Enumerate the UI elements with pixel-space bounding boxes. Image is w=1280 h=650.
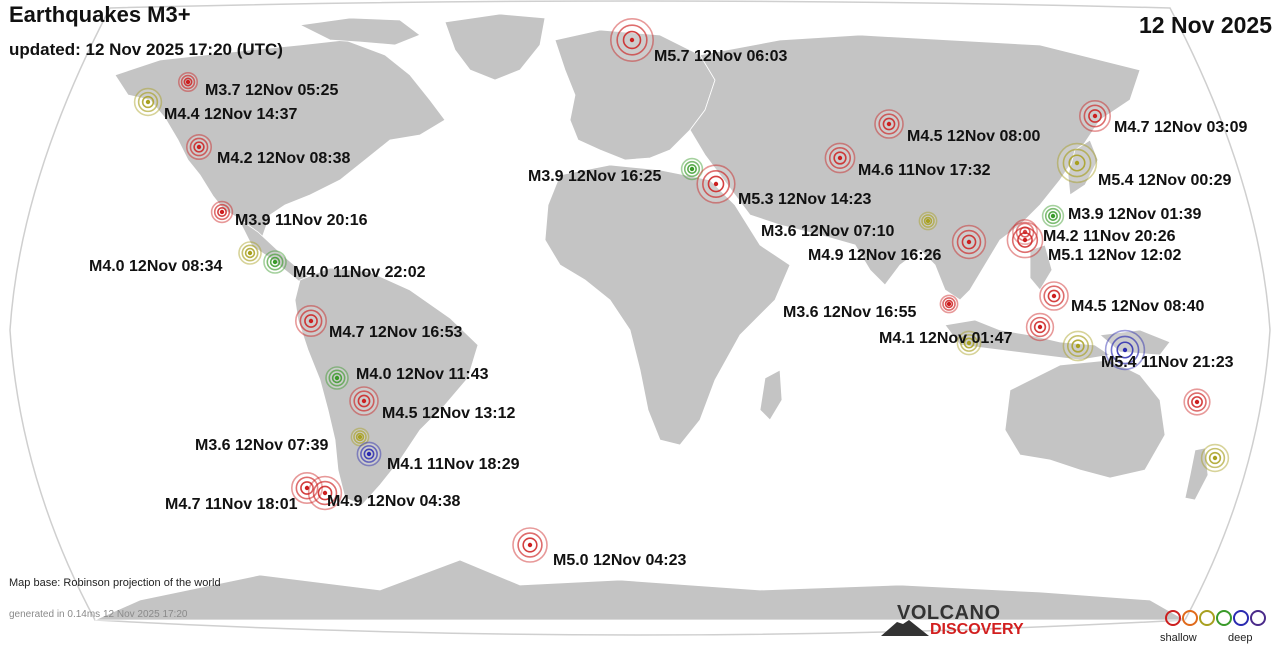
quake-label[interactable]: M4.4 12Nov 14:37 bbox=[164, 106, 298, 123]
depth-legend: shallow deep bbox=[1160, 608, 1270, 648]
quake-label[interactable]: M4.7 11Nov 18:01 bbox=[165, 496, 298, 513]
land-europe bbox=[554, 29, 716, 161]
land-south-america bbox=[294, 267, 479, 506]
land-australia bbox=[1004, 359, 1166, 479]
quake-marker[interactable] bbox=[696, 164, 736, 204]
quake-label[interactable]: M3.7 12Nov 05:25 bbox=[205, 82, 339, 99]
quake-marker[interactable] bbox=[939, 294, 959, 314]
quake-marker[interactable] bbox=[178, 72, 199, 93]
logo-text-volcano: VOLCANO bbox=[897, 602, 1001, 624]
legend-deep-label: deep bbox=[1228, 632, 1253, 644]
quake-marker[interactable] bbox=[356, 441, 382, 467]
quake-label[interactable]: M4.7 12Nov 03:09 bbox=[1114, 119, 1248, 136]
quake-marker[interactable] bbox=[1025, 312, 1055, 342]
quake-label[interactable]: M3.9 11Nov 20:16 bbox=[235, 212, 368, 229]
quake-label[interactable]: M3.9 12Nov 01:39 bbox=[1068, 206, 1202, 223]
page-title: Earthquakes M3+ bbox=[9, 2, 191, 27]
quake-label[interactable]: M5.4 11Nov 21:23 bbox=[1101, 354, 1234, 371]
quake-label[interactable]: M4.5 12Nov 13:12 bbox=[382, 405, 516, 422]
quake-label[interactable]: M4.0 12Nov 08:34 bbox=[89, 258, 223, 275]
quake-marker[interactable] bbox=[951, 224, 987, 260]
quake-label[interactable]: M4.2 12Nov 08:38 bbox=[217, 150, 351, 167]
quake-marker[interactable] bbox=[874, 109, 904, 139]
land-africa bbox=[544, 164, 791, 446]
quake-label[interactable]: M5.4 12Nov 00:29 bbox=[1098, 172, 1232, 189]
land-new-zealand bbox=[1184, 447, 1209, 501]
quake-marker[interactable] bbox=[307, 475, 343, 511]
volcano-discovery-logo[interactable]: VOLCANO DISCOVERY bbox=[881, 602, 1031, 642]
quake-marker[interactable] bbox=[512, 527, 548, 563]
quake-marker[interactable] bbox=[1062, 330, 1094, 362]
quake-marker[interactable] bbox=[1039, 281, 1069, 311]
updated-timestamp: updated: 12 Nov 2025 17:20 (UTC) bbox=[9, 40, 283, 59]
quake-marker[interactable] bbox=[263, 250, 287, 274]
quake-label[interactable]: M5.7 12Nov 06:03 bbox=[654, 48, 788, 65]
quake-marker[interactable] bbox=[956, 330, 982, 356]
quake-marker[interactable] bbox=[294, 304, 327, 337]
quake-marker[interactable] bbox=[349, 386, 379, 416]
quake-marker[interactable] bbox=[238, 241, 262, 265]
quake-marker[interactable] bbox=[186, 134, 213, 161]
quake-marker[interactable] bbox=[1056, 142, 1098, 184]
quake-label[interactable]: M4.9 12Nov 04:38 bbox=[327, 493, 461, 510]
quake-label[interactable]: M5.0 12Nov 04:23 bbox=[553, 552, 687, 569]
land-madagascar bbox=[759, 369, 783, 421]
quake-marker[interactable] bbox=[609, 17, 654, 63]
quake-label[interactable]: M4.0 11Nov 22:02 bbox=[293, 264, 426, 281]
volcano-icon bbox=[881, 620, 929, 636]
quake-label[interactable]: M4.5 12Nov 08:00 bbox=[907, 128, 1041, 145]
quake-marker[interactable] bbox=[210, 200, 234, 224]
quake-label[interactable]: M3.6 12Nov 07:10 bbox=[761, 223, 895, 240]
quake-marker[interactable] bbox=[1079, 100, 1112, 133]
land-antarctica bbox=[94, 559, 1187, 621]
quake-label[interactable]: M5.1 12Nov 12:02 bbox=[1048, 247, 1182, 264]
legend-shallow-label: shallow bbox=[1160, 632, 1197, 644]
quake-label[interactable]: M4.2 11Nov 20:26 bbox=[1043, 228, 1176, 245]
quake-label[interactable]: M4.1 11Nov 18:29 bbox=[387, 456, 520, 473]
logo-text-discovery: DISCOVERY bbox=[930, 621, 1024, 638]
quake-marker[interactable] bbox=[350, 427, 370, 447]
quake-marker[interactable] bbox=[1041, 204, 1065, 228]
land-asia bbox=[689, 34, 1141, 301]
quake-marker[interactable] bbox=[1104, 329, 1146, 371]
quake-label[interactable]: M4.1 12Nov 01:47 bbox=[879, 330, 1013, 347]
quake-marker[interactable] bbox=[1183, 388, 1211, 416]
depth-legend-rings bbox=[1165, 610, 1266, 626]
quake-marker[interactable] bbox=[680, 157, 704, 181]
land-arctic-islands bbox=[298, 17, 421, 46]
land-greenland bbox=[444, 13, 546, 81]
quake-marker[interactable] bbox=[325, 366, 349, 390]
map-base-credit: Map base: Robinson projection of the wor… bbox=[9, 577, 221, 589]
quake-label[interactable]: M3.6 12Nov 16:55 bbox=[783, 304, 917, 321]
quake-marker[interactable] bbox=[918, 211, 938, 231]
quake-marker[interactable] bbox=[1200, 443, 1230, 473]
quake-label[interactable]: M4.9 12Nov 16:26 bbox=[808, 247, 942, 264]
land-north-america bbox=[114, 39, 446, 239]
land-philippines bbox=[1029, 244, 1053, 291]
date-label: 12 Nov 2025 bbox=[1139, 12, 1272, 38]
quake-marker[interactable] bbox=[133, 87, 163, 117]
quake-label[interactable]: M4.6 11Nov 17:32 bbox=[858, 162, 991, 179]
quake-marker[interactable] bbox=[1006, 221, 1044, 259]
quake-label[interactable]: M4.7 12Nov 16:53 bbox=[329, 324, 463, 341]
quake-label[interactable]: M3.9 12Nov 16:25 bbox=[528, 168, 662, 185]
quake-label[interactable]: M4.5 12Nov 08:40 bbox=[1071, 298, 1205, 315]
quake-label[interactable]: M3.6 12Nov 07:39 bbox=[195, 437, 329, 454]
quake-marker[interactable] bbox=[824, 142, 856, 174]
generated-note: generated in 0.14ms 12 Nov 2025 17:20 bbox=[9, 609, 188, 620]
quake-label[interactable]: M5.3 12Nov 14:23 bbox=[738, 191, 872, 208]
quake-label[interactable]: M4.0 12Nov 11:43 bbox=[356, 366, 489, 383]
